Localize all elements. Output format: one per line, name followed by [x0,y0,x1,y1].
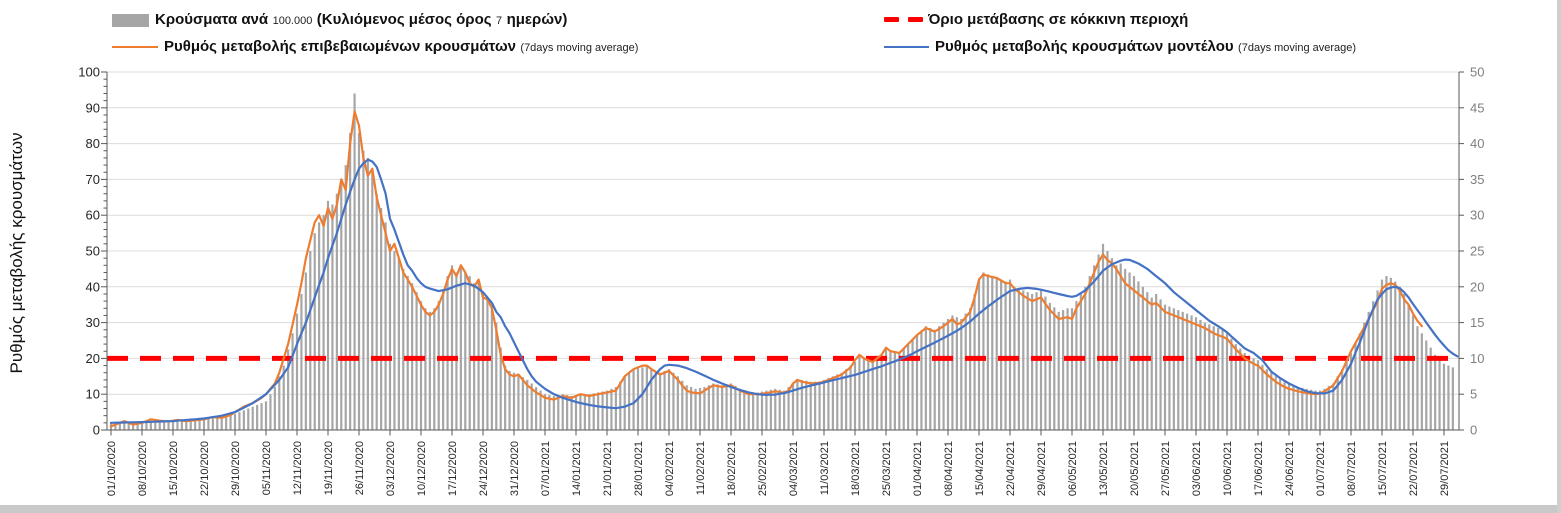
svg-text:18/02/2021: 18/02/2021 [726,441,738,496]
svg-text:25: 25 [1470,244,1484,259]
svg-text:40: 40 [86,279,100,294]
svg-text:13/05/2021: 13/05/2021 [1098,441,1110,496]
svg-text:100: 100 [78,65,100,80]
svg-text:29/07/2021: 29/07/2021 [1439,441,1451,496]
svg-text:15/04/2021: 15/04/2021 [974,441,986,496]
svg-text:35: 35 [1470,172,1484,187]
svg-text:19/11/2020: 19/11/2020 [323,441,335,495]
legend-label: Ρυθμός μεταβολής επιβεβαιωμένων κρουσμάτ… [164,38,516,55]
legend-label: (Κυλιόμενος μέσος όρος [316,11,492,28]
legend-label: Κρούσματα ανά [155,11,269,28]
svg-text:90: 90 [86,100,100,115]
svg-text:10/06/2021: 10/06/2021 [1222,441,1234,496]
red-dash-swatch [884,17,923,22]
svg-text:5: 5 [1470,387,1477,402]
legend-item-model-rate: Ρυθμός μεταβολής κρουσμάτων μοντέλου (7d… [884,38,1356,56]
legend-item-threshold: Όριο μετάβασης σε κόκκινη περιοχή [884,11,1188,28]
svg-text:22/07/2021: 22/07/2021 [1408,441,1420,496]
svg-text:25/02/2021: 25/02/2021 [757,441,769,496]
bars-series [109,93,1454,431]
svg-text:08/10/2020: 08/10/2020 [137,441,149,496]
svg-text:04/03/2021: 04/03/2021 [788,441,800,496]
svg-text:0: 0 [93,423,100,438]
svg-text:24/06/2021: 24/06/2021 [1284,441,1296,496]
svg-text:30: 30 [86,315,100,330]
svg-text:29/10/2020: 29/10/2020 [230,441,242,496]
svg-text:05/11/2020: 05/11/2020 [261,441,273,495]
svg-text:11/02/2021: 11/02/2021 [695,441,707,495]
legend-label: 7 [496,15,503,27]
svg-text:15/07/2021: 15/07/2021 [1377,441,1389,496]
svg-text:12/11/2020: 12/11/2020 [292,441,304,495]
svg-text:28/01/2021: 28/01/2021 [633,441,645,496]
legend-label: (7days moving average) [520,42,639,54]
svg-text:70: 70 [86,172,100,187]
svg-text:01/04/2021: 01/04/2021 [912,441,924,496]
svg-text:0: 0 [1470,423,1477,438]
svg-text:03/06/2021: 03/06/2021 [1191,441,1203,496]
svg-text:08/04/2021: 08/04/2021 [943,441,955,496]
svg-text:08/07/2021: 08/07/2021 [1346,441,1358,496]
svg-text:21/01/2021: 21/01/2021 [602,441,614,496]
legend-label: ημερών) [506,11,568,28]
svg-text:18/03/2021: 18/03/2021 [850,441,862,496]
svg-text:26/11/2020: 26/11/2020 [354,441,366,495]
svg-text:15/10/2020: 15/10/2020 [168,441,180,496]
svg-text:20/05/2021: 20/05/2021 [1129,441,1141,496]
svg-text:07/01/2021: 07/01/2021 [540,441,552,496]
svg-text:11/03/2021: 11/03/2021 [819,441,831,495]
model-rate-line [109,158,1459,424]
svg-text:27/05/2021: 27/05/2021 [1160,441,1172,496]
svg-text:06/05/2021: 06/05/2021 [1067,441,1079,496]
legend-item-cases: Κρούσματα ανά 100.000 (Κυλιόμενος μέσος … [112,11,567,29]
svg-text:15: 15 [1470,315,1484,330]
svg-text:14/01/2021: 14/01/2021 [571,441,583,496]
svg-text:40: 40 [1470,136,1484,151]
blue-line-swatch [884,46,929,48]
legend-label: Όριο μετάβασης σε κόκκινη περιοχή [928,11,1189,28]
svg-text:01/10/2020: 01/10/2020 [106,441,118,496]
svg-text:10: 10 [1470,351,1484,366]
axes [101,71,1464,436]
svg-text:45: 45 [1470,100,1484,115]
svg-text:25/03/2021: 25/03/2021 [881,441,893,496]
svg-text:30: 30 [1470,208,1484,223]
svg-text:50: 50 [86,244,100,259]
svg-text:24/12/2020: 24/12/2020 [478,441,490,496]
left-axis-labels: 0 10 20 30 40 50 60 70 80 90 100 [78,65,100,438]
svg-text:10: 10 [86,387,100,402]
svg-text:10/12/2020: 10/12/2020 [416,441,428,496]
svg-text:17/06/2021: 17/06/2021 [1253,441,1265,496]
legend-label: Ρυθμός μεταβολής κρουσμάτων μοντέλου [935,38,1234,55]
svg-text:17/12/2020: 17/12/2020 [447,441,459,496]
cases-bar-swatch [112,13,149,27]
svg-text:50: 50 [1470,65,1484,80]
svg-text:29/04/2021: 29/04/2021 [1036,441,1048,496]
svg-text:22/04/2021: 22/04/2021 [1005,441,1017,496]
svg-text:22/10/2020: 22/10/2020 [199,441,211,496]
window-right-edge [1557,0,1561,513]
legend-label: 100.000 [272,15,313,27]
svg-text:01/07/2021: 01/07/2021 [1315,441,1327,496]
right-axis-labels: 0 5 10 15 20 25 30 35 40 45 50 [1470,65,1484,438]
orange-line-swatch [112,46,158,48]
legend-item-confirmed-rate: Ρυθμός μεταβολής επιβεβαιωμένων κρουσμάτ… [112,38,638,56]
window-bottom-edge [0,505,1561,513]
svg-text:20: 20 [86,351,100,366]
svg-text:20: 20 [1470,279,1484,294]
svg-text:60: 60 [86,208,100,223]
x-axis-labels: 01/10/2020 08/10/2020 15/10/2020 22/10/2020… [106,441,1451,496]
svg-text:80: 80 [86,136,100,151]
svg-text:04/02/2021: 04/02/2021 [664,441,676,496]
svg-text:31/12/2020: 31/12/2020 [509,441,521,496]
confirmed-rate-line [109,110,1424,428]
legend-label: (7days moving average) [1238,42,1357,54]
svg-text:03/12/2020: 03/12/2020 [385,441,397,496]
